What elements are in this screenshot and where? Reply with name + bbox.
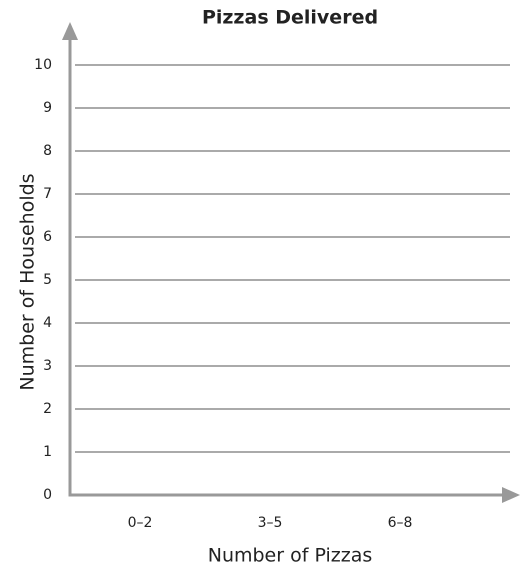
y-tick-label: 3 xyxy=(43,358,52,374)
chart-title: Pizzas Delivered xyxy=(202,7,378,29)
plot-area: 0 1 2 3 4 5 6 7 8 9 10 0–2 3–5 6–8 xyxy=(34,57,510,531)
y-axis-arrow xyxy=(62,22,78,40)
x-axis-arrow xyxy=(502,487,520,503)
y-tick-label: 7 xyxy=(43,186,52,202)
y-tick-label: 5 xyxy=(43,272,52,288)
y-tick-label: 8 xyxy=(43,143,52,159)
y-axis-label: Number of Households xyxy=(17,173,39,390)
x-axis-label: Number of Pizzas xyxy=(208,545,373,567)
y-tick-label: 2 xyxy=(43,401,52,417)
y-tick-label: 1 xyxy=(43,444,52,460)
y-tick-label: 6 xyxy=(43,229,52,245)
x-tick-label: 0–2 xyxy=(128,515,153,531)
y-tick-label: 10 xyxy=(34,57,52,73)
y-tick-label: 9 xyxy=(43,100,52,116)
y-tick-label: 0 xyxy=(43,487,52,503)
x-tick-label: 6–8 xyxy=(388,515,413,531)
y-tick-label: 4 xyxy=(43,315,52,331)
x-tick-label: 3–5 xyxy=(258,515,283,531)
